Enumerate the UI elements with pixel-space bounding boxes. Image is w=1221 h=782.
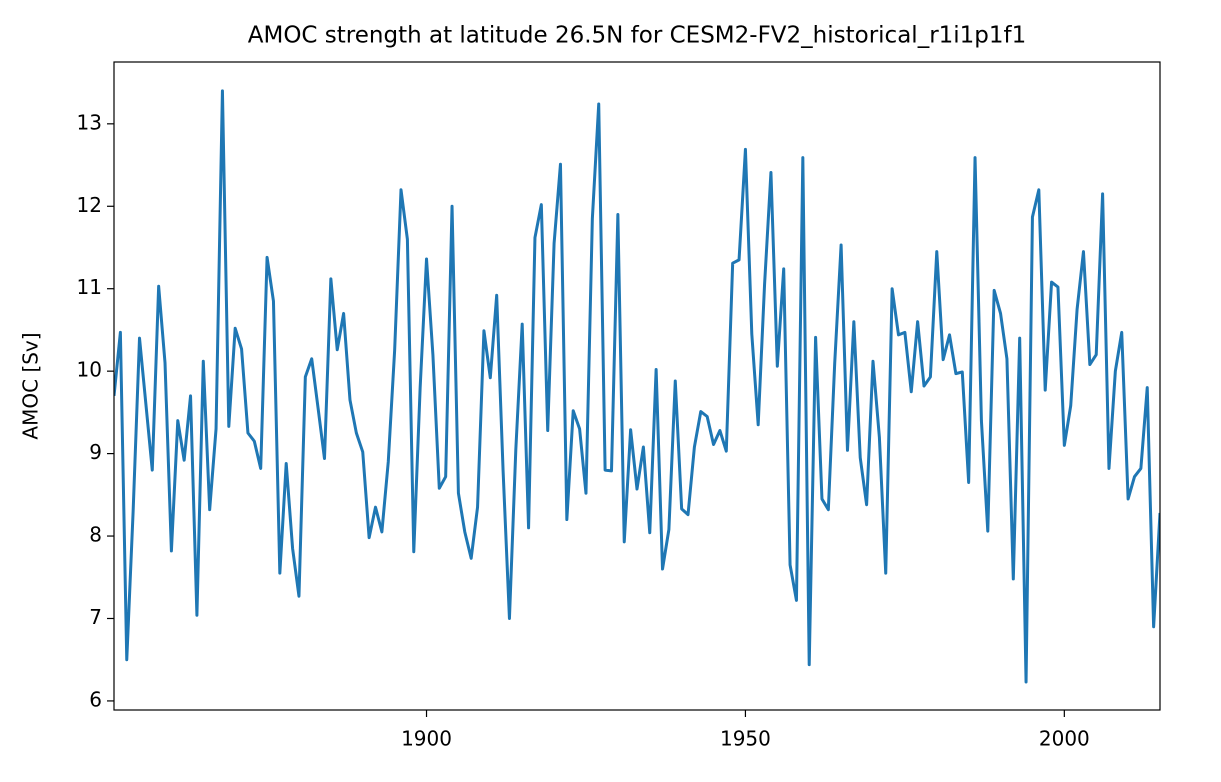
x-tick-label: 2000 xyxy=(1039,727,1090,751)
chart-title: AMOC strength at latitude 26.5N for CESM… xyxy=(248,23,1027,49)
y-tick-label: 8 xyxy=(89,523,102,547)
y-tick-label: 13 xyxy=(77,110,102,134)
y-tick-label: 6 xyxy=(89,687,102,711)
y-tick-label: 12 xyxy=(77,193,102,217)
y-axis-label: AMOC [Sv] xyxy=(19,332,43,439)
y-tick-label: 9 xyxy=(89,440,102,464)
x-tick-label: 1950 xyxy=(720,727,771,751)
y-tick-label: 10 xyxy=(77,358,102,382)
y-tick-label: 7 xyxy=(89,605,102,629)
x-tick-label: 1900 xyxy=(401,727,452,751)
y-tick-label: 11 xyxy=(77,275,102,299)
plot-frame xyxy=(113,61,1161,711)
data-line xyxy=(114,89,1160,684)
